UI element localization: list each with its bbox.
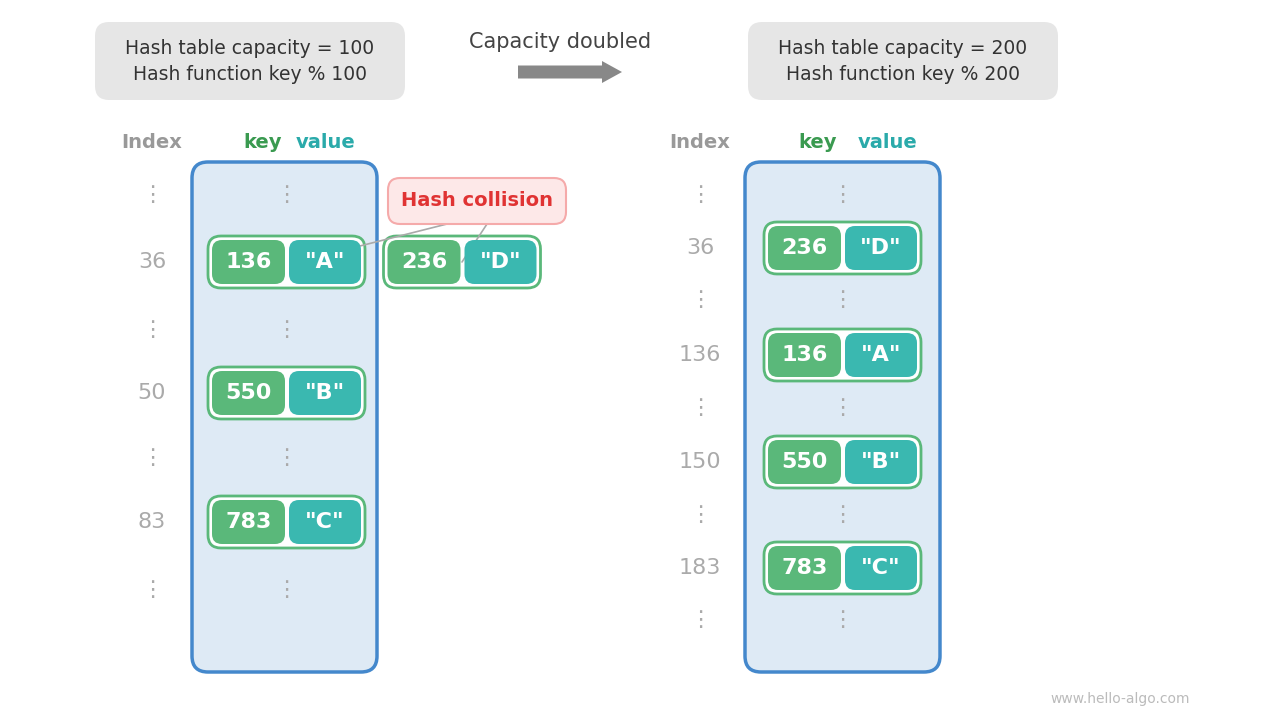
FancyBboxPatch shape <box>845 226 916 270</box>
FancyBboxPatch shape <box>764 329 922 381</box>
Text: ⋮: ⋮ <box>689 290 712 310</box>
Text: 236: 236 <box>401 252 447 272</box>
FancyBboxPatch shape <box>768 546 841 590</box>
Text: key: key <box>797 132 836 151</box>
Text: 50: 50 <box>138 383 166 403</box>
Text: 550: 550 <box>225 383 271 403</box>
FancyBboxPatch shape <box>212 371 285 415</box>
FancyBboxPatch shape <box>748 22 1059 100</box>
Text: 183: 183 <box>678 558 721 578</box>
Text: Hash function key % 200: Hash function key % 200 <box>786 66 1020 84</box>
FancyBboxPatch shape <box>388 240 461 284</box>
Text: 150: 150 <box>678 452 722 472</box>
FancyBboxPatch shape <box>768 333 841 377</box>
FancyBboxPatch shape <box>95 22 404 100</box>
Text: ⋮: ⋮ <box>141 320 163 340</box>
FancyBboxPatch shape <box>764 542 922 594</box>
Text: "D": "D" <box>860 238 902 258</box>
Text: ⋮: ⋮ <box>689 610 712 630</box>
Text: "C": "C" <box>861 558 901 578</box>
Text: ⋮: ⋮ <box>832 505 854 525</box>
FancyBboxPatch shape <box>388 178 566 224</box>
Text: value: value <box>858 132 918 151</box>
Text: "B": "B" <box>305 383 346 403</box>
Text: 36: 36 <box>686 238 714 258</box>
FancyBboxPatch shape <box>207 367 365 419</box>
Text: Hash table capacity = 100: Hash table capacity = 100 <box>125 38 375 58</box>
FancyBboxPatch shape <box>212 500 285 544</box>
Text: "D": "D" <box>480 252 521 272</box>
Text: ⋮: ⋮ <box>275 580 298 600</box>
Text: "A": "A" <box>305 252 346 272</box>
FancyBboxPatch shape <box>289 240 361 284</box>
Text: Capacity doubled: Capacity doubled <box>468 32 652 52</box>
Text: "A": "A" <box>860 345 901 365</box>
Text: "B": "B" <box>861 452 901 472</box>
Text: ⋮: ⋮ <box>275 320 298 340</box>
Text: ⋮: ⋮ <box>832 398 854 418</box>
Text: Index: Index <box>122 132 183 151</box>
Text: 136: 136 <box>225 252 271 272</box>
FancyBboxPatch shape <box>212 240 285 284</box>
FancyBboxPatch shape <box>845 333 916 377</box>
Text: ⋮: ⋮ <box>832 290 854 310</box>
FancyBboxPatch shape <box>207 496 365 548</box>
Text: ⋮: ⋮ <box>275 185 298 205</box>
FancyBboxPatch shape <box>768 440 841 484</box>
FancyBboxPatch shape <box>192 162 378 672</box>
Text: ⋮: ⋮ <box>141 580 163 600</box>
FancyBboxPatch shape <box>207 236 365 288</box>
Text: ⋮: ⋮ <box>832 185 854 205</box>
Text: 136: 136 <box>678 345 721 365</box>
Text: 783: 783 <box>225 512 271 532</box>
Text: 36: 36 <box>138 252 166 272</box>
Text: ⋮: ⋮ <box>689 185 712 205</box>
Text: ⋮: ⋮ <box>141 185 163 205</box>
FancyBboxPatch shape <box>384 236 540 288</box>
Text: 83: 83 <box>138 512 166 532</box>
FancyBboxPatch shape <box>745 162 940 672</box>
Text: ⋮: ⋮ <box>832 610 854 630</box>
Text: Hash table capacity = 200: Hash table capacity = 200 <box>778 38 1028 58</box>
FancyBboxPatch shape <box>764 222 922 274</box>
FancyBboxPatch shape <box>845 546 916 590</box>
Text: 236: 236 <box>781 238 828 258</box>
Text: ⋮: ⋮ <box>141 448 163 468</box>
Text: key: key <box>243 132 282 151</box>
Text: value: value <box>296 132 355 151</box>
FancyBboxPatch shape <box>845 440 916 484</box>
Text: 550: 550 <box>781 452 828 472</box>
Text: 783: 783 <box>781 558 828 578</box>
Text: Index: Index <box>669 132 731 151</box>
FancyBboxPatch shape <box>764 436 922 488</box>
Text: "C": "C" <box>305 512 344 532</box>
Text: ⋮: ⋮ <box>689 398 712 418</box>
Text: 136: 136 <box>781 345 828 365</box>
Text: ⋮: ⋮ <box>689 505 712 525</box>
Text: Hash function key % 100: Hash function key % 100 <box>133 66 367 84</box>
Text: Hash collision: Hash collision <box>401 192 553 210</box>
FancyBboxPatch shape <box>289 500 361 544</box>
FancyBboxPatch shape <box>289 371 361 415</box>
FancyArrow shape <box>518 61 622 83</box>
Text: www.hello-algo.com: www.hello-algo.com <box>1051 692 1190 706</box>
FancyBboxPatch shape <box>465 240 536 284</box>
Text: ⋮: ⋮ <box>275 448 298 468</box>
FancyBboxPatch shape <box>768 226 841 270</box>
